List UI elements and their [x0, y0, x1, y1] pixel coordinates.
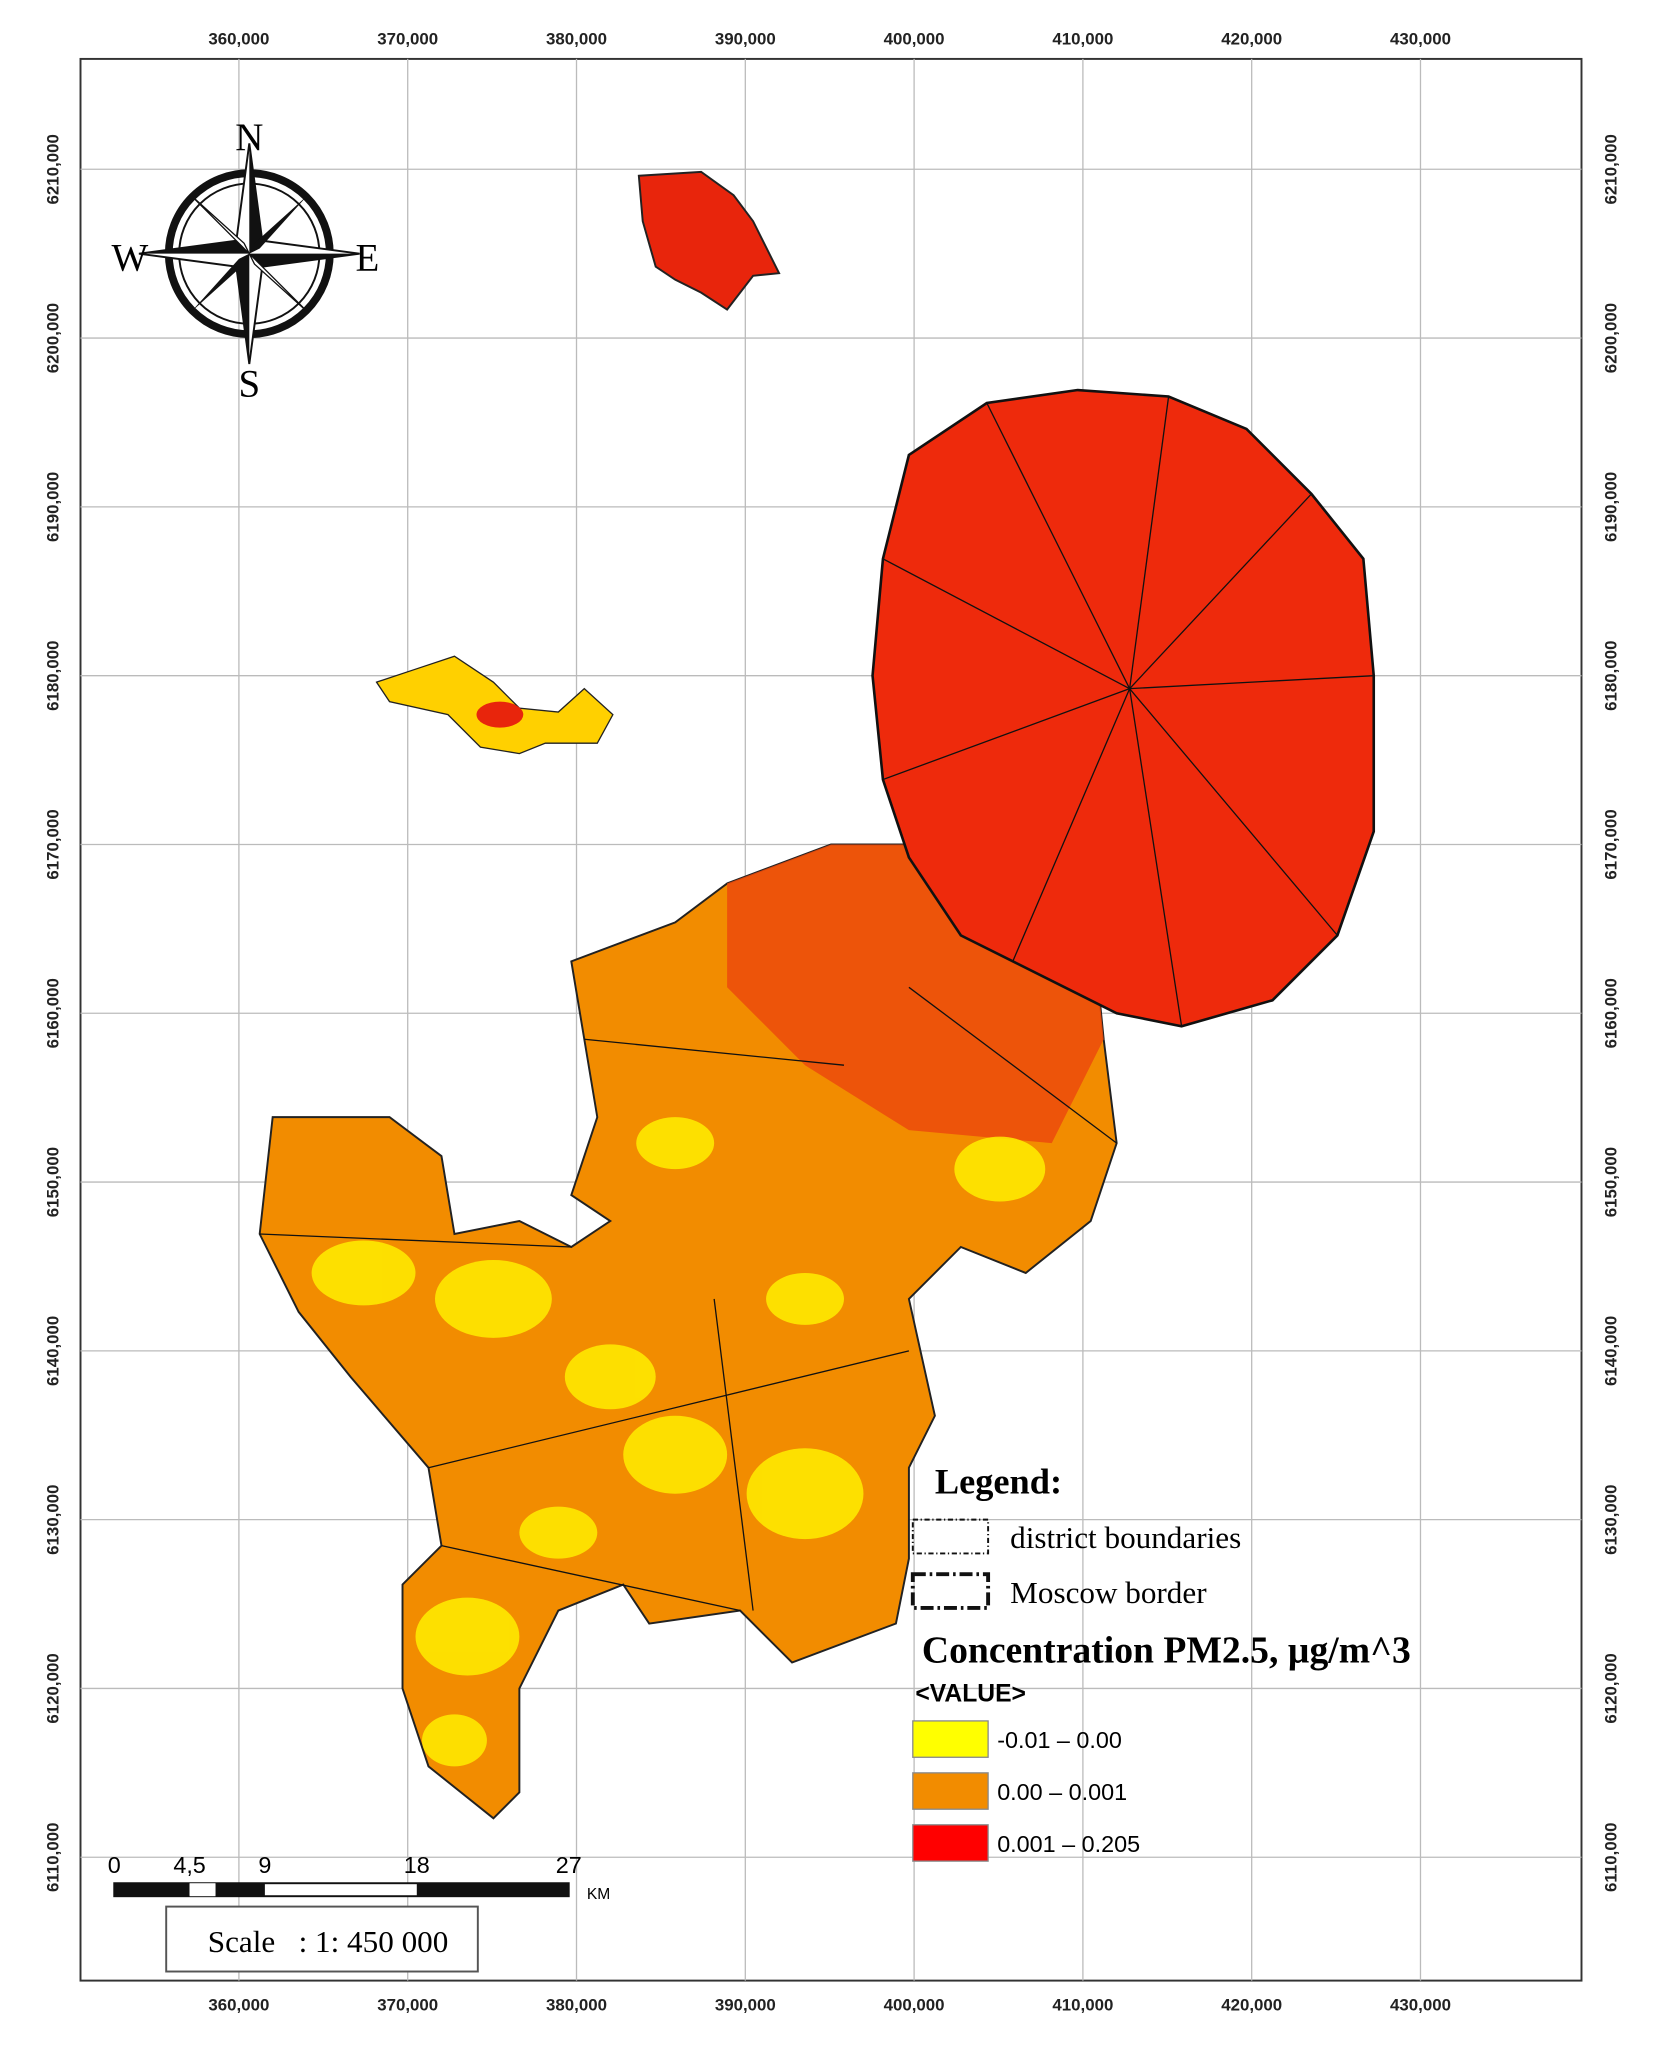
- scale-label: 27: [556, 1852, 582, 1878]
- scale-bar: [113, 1882, 570, 1898]
- y-grid-label: 6180,000: [43, 641, 62, 711]
- scale-text: Scale : 1: 450 000: [208, 1924, 449, 1959]
- y-grid-label: 6200,000: [43, 303, 62, 373]
- low-concentration-patches: [311, 1117, 1046, 1767]
- y-grid-label: 6140,000: [43, 1316, 62, 1386]
- compass-north: N: [235, 116, 263, 159]
- y-grid-label: 6180,000: [1602, 641, 1621, 711]
- scale-unit: KM: [587, 1886, 610, 1903]
- legend-border-symbol: [910, 1572, 991, 1610]
- legend-class-label: -0.01 – 0.00: [997, 1727, 1122, 1753]
- legend-class-label: 0.00 – 0.001: [997, 1779, 1127, 1805]
- y-grid-label: 6190,000: [43, 472, 62, 542]
- y-grid-label: 6170,000: [1602, 809, 1621, 879]
- y-grid-label: 6130,000: [1602, 1484, 1621, 1554]
- y-grid-label: 6210,000: [43, 134, 62, 204]
- compass-rose: [138, 143, 360, 365]
- compass-east: E: [356, 237, 380, 280]
- y-grid-label: 6210,000: [1602, 134, 1621, 204]
- compass-south: S: [238, 363, 260, 406]
- scale-label: 18: [404, 1852, 430, 1878]
- value-field: <VALUE>: [915, 1680, 1026, 1707]
- y-grid-label: 6190,000: [1602, 472, 1621, 542]
- legend-swatch: [912, 1824, 989, 1862]
- x-grid-label: 380,000: [546, 30, 607, 49]
- compass-west: W: [111, 237, 148, 280]
- x-grid-label: 430,000: [1390, 30, 1451, 49]
- y-grid-label: 6150,000: [1602, 1147, 1621, 1217]
- y-grid-label: 6140,000: [1602, 1316, 1621, 1386]
- concentration-title: Concentration PM2.5, µg/m^3: [922, 1629, 1411, 1671]
- scale-box: [165, 1905, 479, 1973]
- old-moscow: [871, 388, 1376, 1028]
- y-grid-label: 6200,000: [1602, 303, 1621, 373]
- x-grid-label: 390,000: [715, 1995, 776, 2014]
- x-grid-label: 360,000: [208, 30, 269, 49]
- legend-district-symbol: [911, 1518, 990, 1555]
- legend-class-label: 0.001 – 0.205: [997, 1831, 1140, 1857]
- y-grid-label: 6150,000: [43, 1147, 62, 1217]
- legend-title: Legend:: [935, 1462, 1062, 1502]
- graticule: [80, 58, 1582, 1981]
- x-grid-label: 360,000: [208, 1995, 269, 2014]
- y-grid-label: 6130,000: [43, 1484, 62, 1554]
- y-grid-label: 6120,000: [1602, 1653, 1621, 1723]
- legend-classes: -0.01 – 0.00 0.00 – 0.001 0.001 – 0.205: [912, 1720, 1140, 1862]
- x-grid-label: 370,000: [377, 1995, 438, 2014]
- y-grid-label: 6160,000: [1602, 978, 1621, 1048]
- x-grid-label: 410,000: [1052, 1995, 1113, 2014]
- x-grid-label: 420,000: [1221, 30, 1282, 49]
- y-grid-label: 6120,000: [43, 1653, 62, 1723]
- scale-label: 9: [258, 1852, 271, 1878]
- legend-swatch: [912, 1720, 989, 1758]
- district-boundaries: [259, 396, 1374, 1612]
- y-grid-label: 6170,000: [43, 809, 62, 879]
- x-grid-label: 430,000: [1390, 1995, 1451, 2014]
- x-grid-label: 380,000: [546, 1995, 607, 2014]
- legend-swatch: [912, 1772, 989, 1810]
- x-grid-label: 420,000: [1221, 1995, 1282, 2014]
- x-grid-label: 370,000: [377, 30, 438, 49]
- y-grid-label: 6110,000: [1602, 1823, 1621, 1892]
- x-grid-label: 400,000: [884, 1995, 945, 2014]
- legend-item: Moscow border: [1010, 1575, 1207, 1610]
- x-grid-label: 410,000: [1052, 30, 1113, 49]
- x-grid-label: 390,000: [715, 30, 776, 49]
- y-grid-label: 6110,000: [43, 1823, 62, 1892]
- legend-item: district boundaries: [1010, 1520, 1241, 1555]
- scale-label: 4,5: [173, 1852, 205, 1878]
- zelenograd: [637, 170, 781, 311]
- x-grid-label: 400,000: [884, 30, 945, 49]
- scale-label: 0: [108, 1852, 121, 1878]
- patch: [476, 701, 524, 728]
- y-grid-label: 6160,000: [43, 978, 62, 1048]
